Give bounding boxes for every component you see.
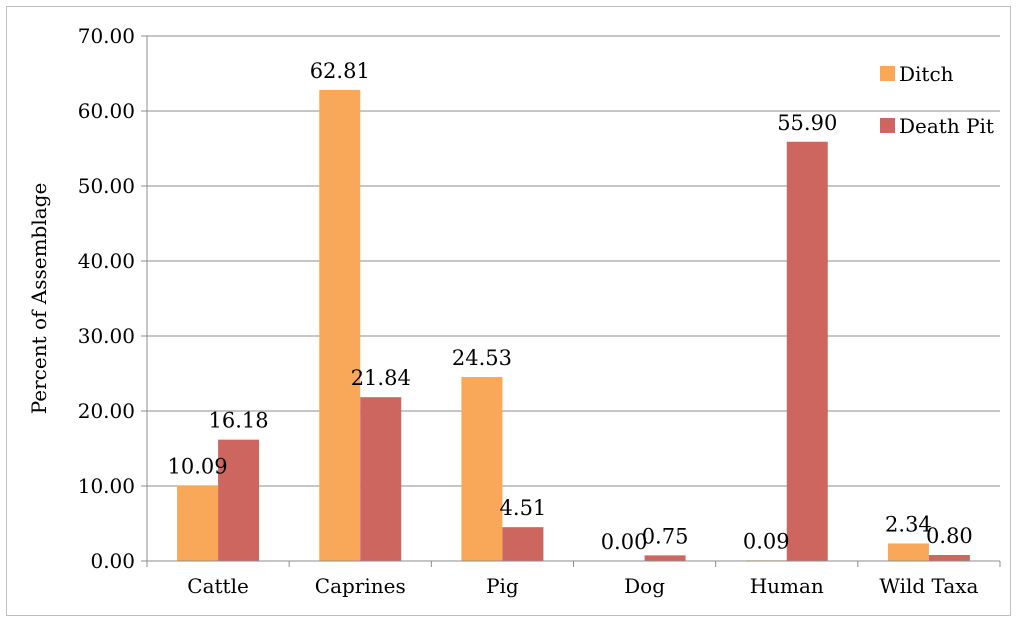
legend-label: Ditch xyxy=(899,62,954,86)
data-label: 0.75 xyxy=(642,524,689,548)
legend: Ditch Death Pit xyxy=(880,62,994,138)
y-tick-label: 0.00 xyxy=(90,549,135,573)
data-label: 4.51 xyxy=(500,496,547,520)
legend-swatch xyxy=(880,66,895,81)
x-tick-label: Pig xyxy=(486,574,519,598)
data-label: 0.00 xyxy=(601,530,648,554)
bar-ditch-caprines xyxy=(319,89,361,562)
y-tick-label: 40.00 xyxy=(78,249,135,273)
bar-death-pit-caprines xyxy=(360,397,402,561)
bar-ditch-cattle xyxy=(177,485,219,561)
bar-death-pit-wild-taxa xyxy=(928,555,970,561)
data-label: 0.09 xyxy=(743,529,790,553)
x-tick-label: Caprines xyxy=(315,574,406,598)
y-tick-label: 10.00 xyxy=(78,474,135,498)
x-tick-labels: Cattle Caprines Pig Dog Human Wild Taxa xyxy=(187,574,978,598)
chart-frame xyxy=(6,6,1011,616)
bar-ditch-wild-taxa xyxy=(887,543,929,561)
gridlines xyxy=(147,35,1000,487)
bar-death-pit-cattle xyxy=(218,439,260,561)
y-tick-label: 60.00 xyxy=(78,99,135,123)
data-label: 10.09 xyxy=(168,454,228,478)
data-label: 24.53 xyxy=(452,346,512,370)
x-tick-label: Wild Taxa xyxy=(879,574,978,598)
data-label: 16.18 xyxy=(209,409,269,433)
x-tick-label: Human xyxy=(750,574,824,598)
data-label: 0.80 xyxy=(926,524,973,548)
legend-label: Death Pit xyxy=(899,114,994,138)
x-tick-label: Dog xyxy=(624,574,665,598)
bar-death-pit-human xyxy=(786,141,828,561)
data-label: 21.84 xyxy=(351,366,411,390)
x-tick-label: Cattle xyxy=(187,574,249,598)
y-tick-labels: 0.00 10.00 20.00 30.00 40.00 50.00 60.00 70.00 xyxy=(78,24,135,573)
y-axis-title: Percent of Assemblage xyxy=(27,183,51,415)
bar-death-pit-dog xyxy=(644,555,686,561)
y-tick-label: 70.00 xyxy=(78,24,135,48)
data-labels: 10.09 16.18 62.81 21.84 24.53 4.51 0.000.75 0.0… xyxy=(168,59,973,554)
data-label: 62.81 xyxy=(310,59,370,83)
data-label: 55.90 xyxy=(777,111,837,135)
y-tick-label: 20.00 xyxy=(78,399,135,423)
data-label: 2.34 xyxy=(885,512,932,536)
legend-swatch xyxy=(880,118,895,133)
y-tick-label: 50.00 xyxy=(78,174,135,198)
bar-death-pit-pig xyxy=(502,527,544,561)
y-tick-label: 30.00 xyxy=(78,324,135,348)
bar-ditch-pig xyxy=(461,377,503,561)
bars xyxy=(177,89,970,562)
axes xyxy=(141,35,1001,567)
